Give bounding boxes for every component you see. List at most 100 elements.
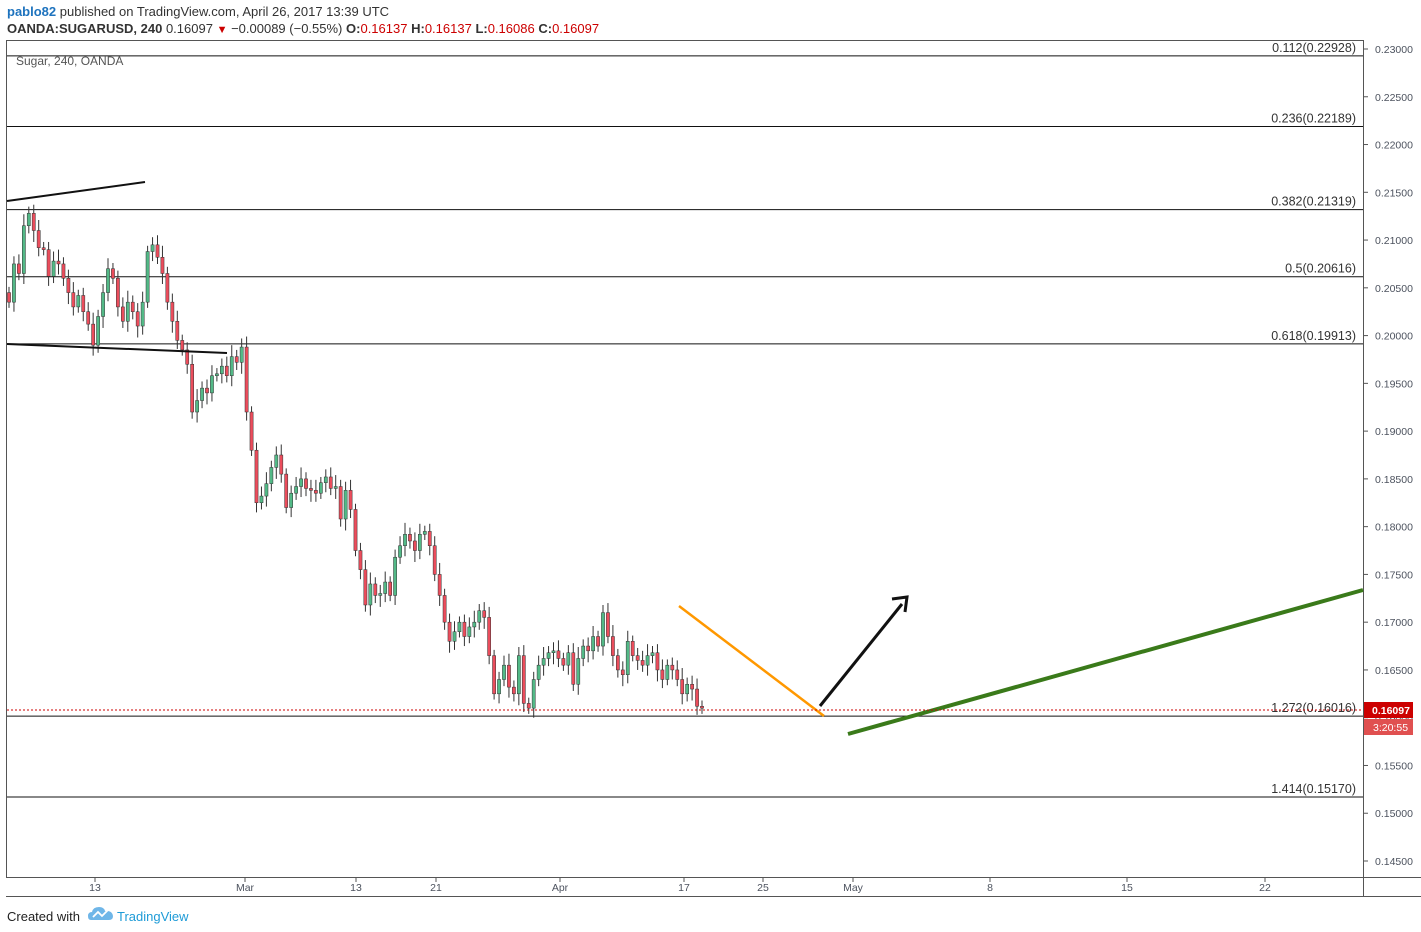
candle-body[interactable] — [625, 641, 630, 675]
candle-body[interactable] — [611, 636, 615, 656]
candle-body[interactable] — [17, 263, 21, 274]
candle-body[interactable] — [135, 311, 140, 327]
orange-trend-line[interactable] — [678, 605, 825, 717]
candle-body[interactable] — [140, 301, 145, 327]
candle-body[interactable] — [76, 295, 81, 308]
candle-body[interactable] — [121, 306, 125, 322]
candle-body[interactable] — [224, 365, 229, 376]
candle-body[interactable] — [378, 593, 383, 596]
candle-body[interactable] — [571, 652, 576, 685]
candle-body[interactable] — [333, 486, 338, 489]
candle-body[interactable] — [81, 295, 86, 312]
plot-area[interactable] — [6, 40, 1364, 878]
candle-body[interactable] — [601, 612, 605, 647]
candle-body[interactable] — [71, 292, 76, 308]
candle-body[interactable] — [482, 610, 487, 618]
candle-body[interactable] — [86, 311, 91, 325]
candle-body[interactable] — [531, 679, 536, 709]
candle-body[interactable] — [51, 260, 56, 277]
candle-body[interactable] — [274, 454, 279, 468]
candle-body[interactable] — [467, 626, 472, 637]
candle-body[interactable] — [393, 556, 397, 596]
candle-body[interactable] — [497, 679, 501, 695]
green-trend-line[interactable] — [847, 588, 1364, 736]
candle-body[interactable] — [680, 679, 685, 695]
candle-body[interactable] — [36, 230, 41, 248]
candle-body[interactable] — [422, 531, 427, 535]
candle-body[interactable] — [91, 323, 96, 346]
author-link[interactable]: pablo82 — [7, 4, 57, 19]
candle-body[interactable] — [581, 645, 586, 659]
candle-body[interactable] — [620, 669, 625, 675]
candle-body[interactable] — [220, 365, 224, 375]
candle-body[interactable] — [12, 263, 16, 303]
candle-body[interactable] — [234, 356, 239, 363]
candle-body[interactable] — [551, 650, 556, 653]
candle-body[interactable] — [427, 531, 432, 547]
candle-body[interactable] — [284, 473, 289, 508]
candle-body[interactable] — [150, 244, 155, 252]
candle-body[interactable] — [56, 260, 61, 265]
candle-body[interactable] — [358, 550, 363, 570]
candle-body[interactable] — [155, 244, 160, 258]
candle-body[interactable] — [210, 375, 214, 394]
candle-body[interactable] — [477, 610, 482, 623]
candle-body[interactable] — [606, 612, 610, 637]
candle-body[interactable] — [487, 617, 491, 656]
candle-body[interactable] — [46, 249, 51, 277]
candle-body[interactable] — [700, 705, 704, 709]
candle-body[interactable] — [596, 636, 600, 647]
candle-body[interactable] — [195, 400, 199, 413]
candle-body[interactable] — [319, 482, 323, 494]
projection-arrow-line[interactable] — [818, 603, 904, 707]
candle-body[interactable] — [304, 478, 308, 489]
candle-body[interactable] — [145, 251, 150, 303]
candle-body[interactable] — [353, 509, 358, 551]
candle-body[interactable] — [635, 655, 640, 661]
candle-body[interactable] — [492, 655, 496, 695]
candle-body[interactable] — [249, 411, 254, 451]
candle-body[interactable] — [289, 492, 293, 508]
candle-body[interactable] — [363, 569, 368, 606]
candle-body[interactable] — [536, 664, 541, 680]
candle-body[interactable] — [338, 486, 343, 520]
candle-body[interactable] — [432, 545, 437, 575]
candle-body[interactable] — [660, 669, 665, 680]
candle-body[interactable] — [591, 636, 595, 652]
candle-body[interactable] — [630, 641, 635, 656]
candle-body[interactable] — [690, 684, 694, 690]
candle-body[interactable] — [452, 631, 457, 642]
candle-body[interactable] — [254, 449, 259, 504]
candle-body[interactable] — [323, 476, 328, 483]
candle-body[interactable] — [200, 387, 204, 401]
candle-body[interactable] — [116, 278, 120, 308]
candle-body[interactable] — [66, 278, 71, 293]
upper-trend-line[interactable] — [6, 181, 146, 202]
candle-body[interactable] — [507, 664, 511, 688]
candle-body[interactable] — [541, 658, 546, 666]
candle-body[interactable] — [418, 534, 422, 551]
candle-body[interactable] — [695, 688, 699, 707]
candle-body[interactable] — [556, 650, 561, 659]
candle-body[interactable] — [437, 574, 442, 596]
candle-body[interactable] — [170, 301, 175, 322]
candle-body[interactable] — [447, 621, 452, 642]
candle-body[interactable] — [348, 490, 353, 510]
candle-body[interactable] — [368, 583, 373, 606]
candle-body[interactable] — [314, 490, 318, 494]
candle-body[interactable] — [517, 655, 521, 695]
candle-body[interactable] — [185, 349, 190, 365]
candle-body[interactable] — [512, 686, 516, 695]
candle-body[interactable] — [22, 225, 26, 274]
candle-body[interactable] — [106, 268, 110, 293]
tradingview-link[interactable]: TradingView — [117, 909, 189, 924]
candle-body[interactable] — [26, 213, 31, 226]
candle-body[interactable] — [229, 356, 234, 376]
candle-body[interactable] — [259, 495, 264, 504]
candle-body[interactable] — [279, 454, 284, 475]
candle-body[interactable] — [101, 292, 105, 317]
candle-body[interactable] — [61, 263, 66, 279]
candle-body[interactable] — [190, 363, 195, 413]
candle-body[interactable] — [526, 703, 531, 709]
candle-body[interactable] — [398, 545, 402, 558]
